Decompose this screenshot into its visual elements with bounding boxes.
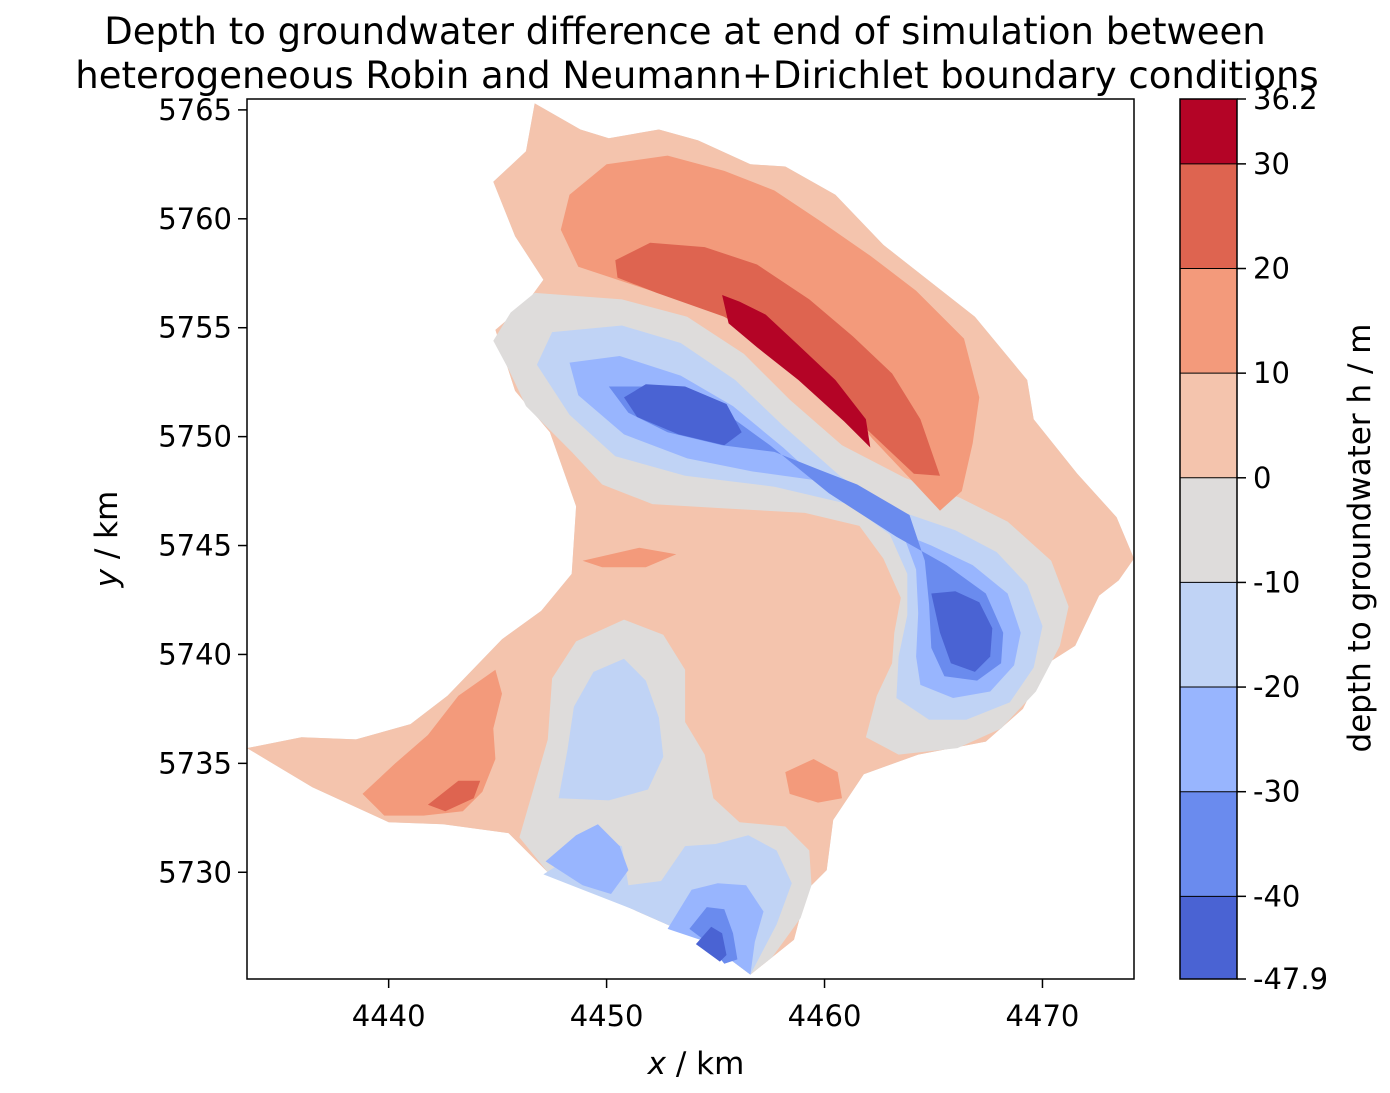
- colorbar-tick-label-0: -47.9: [1253, 962, 1328, 996]
- plot-frame: [246, 98, 1135, 980]
- y-axis: 5730 5735 5740 5745 5750 5755 5760 5765: [158, 93, 247, 889]
- contour-region-4: [569, 356, 1021, 698]
- colorbar-tick-label-5: 0: [1253, 461, 1271, 495]
- colorbar-tick-label-9: 36.2: [1253, 82, 1318, 116]
- contour-region-18: [362, 669, 502, 816]
- colorbar-tick-label-7: 20: [1253, 252, 1290, 286]
- colorbar: -47.9 -40 -30 -20 -10 0 10 20 30 36.2: [1179, 82, 1328, 996]
- colorbar-segment-1: [1180, 791, 1237, 897]
- chart-title-line-2: heterogeneous Robin and Neumann+Dirichle…: [75, 54, 1318, 97]
- y-tick-label-5730: 5730: [158, 855, 232, 889]
- y-axis-label-unit: / km: [89, 491, 125, 569]
- x-axis-label-unit: / km: [666, 1046, 744, 1082]
- y-axis-label: y / km: [89, 491, 125, 589]
- contour-region-19: [427, 780, 481, 812]
- colorbar-tick-label-4: -10: [1253, 565, 1300, 599]
- colorbar-tick-label-1: -40: [1253, 879, 1300, 913]
- colorbar-label: depth to groundwater h / m: [1342, 324, 1378, 753]
- colorbar-frame: [1179, 98, 1238, 980]
- colorbar-tick-label-6: 10: [1253, 356, 1290, 390]
- contour-fill-layer: [247, 103, 1134, 975]
- contour-region-12: [558, 658, 664, 801]
- chart-title: Depth to groundwater difference at end o…: [75, 10, 1318, 97]
- colorbar-tick-label-2: -30: [1253, 775, 1300, 809]
- contour-region-10: [722, 295, 871, 448]
- contour-region-14: [545, 824, 629, 894]
- x-tick-label-4460: 4460: [788, 999, 862, 1033]
- contour-region-21: [582, 547, 677, 568]
- colorbar-segment-7: [1180, 163, 1237, 269]
- y-axis-label-var: y: [89, 568, 125, 588]
- colorbar-tick-label-3: -20: [1253, 670, 1300, 704]
- colorbar-segment-4: [1180, 477, 1237, 583]
- colorbar-segment-3: [1180, 582, 1237, 688]
- y-tick-label-5740: 5740: [158, 637, 232, 671]
- y-tick-label-5750: 5750: [158, 420, 232, 454]
- contour-region-6: [624, 384, 742, 446]
- y-tick-label-5760: 5760: [158, 202, 232, 236]
- colorbar-segment-0: [1180, 896, 1237, 979]
- contour-region-7: [931, 591, 993, 672]
- x-tick-label-4440: 4440: [352, 999, 426, 1033]
- y-tick-label-5755: 5755: [158, 311, 232, 345]
- x-axis-label-var: x: [647, 1046, 667, 1082]
- colorbar-segment-5: [1180, 373, 1237, 478]
- contour-region-20: [785, 759, 842, 803]
- colorbar-segment-6: [1180, 268, 1237, 374]
- y-tick-label-5735: 5735: [158, 746, 232, 780]
- contour-region-17: [695, 926, 727, 962]
- colorbar-segment-2: [1180, 687, 1237, 792]
- chart-title-line-1: Depth to groundwater difference at end o…: [104, 10, 1265, 53]
- y-tick-label-5745: 5745: [158, 529, 232, 563]
- x-axis: 4440 4450 4460 4470: [352, 979, 1080, 1033]
- x-axis-label: x / km: [647, 1046, 745, 1082]
- x-tick-label-4470: 4470: [1006, 999, 1080, 1033]
- colorbar-segment-8: [1180, 99, 1237, 164]
- colorbar-tick-label-8: 30: [1253, 147, 1290, 181]
- y-tick-label-5765: 5765: [158, 93, 232, 127]
- x-tick-label-4450: 4450: [570, 999, 644, 1033]
